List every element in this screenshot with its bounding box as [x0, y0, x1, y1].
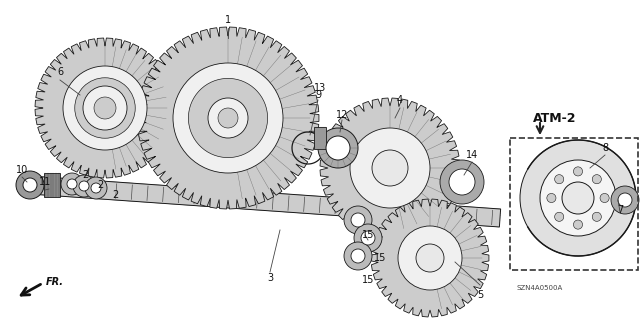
Bar: [44, 173, 60, 197]
Circle shape: [73, 175, 95, 197]
Circle shape: [354, 224, 382, 252]
Circle shape: [592, 174, 602, 184]
Circle shape: [208, 98, 248, 138]
Text: ATM-2: ATM-2: [533, 112, 577, 124]
Text: 11: 11: [39, 177, 51, 187]
Circle shape: [562, 182, 594, 214]
Text: 13: 13: [314, 83, 326, 93]
Circle shape: [218, 108, 238, 128]
Text: 1: 1: [225, 15, 231, 25]
Polygon shape: [29, 176, 500, 227]
Text: 8: 8: [602, 143, 608, 153]
Polygon shape: [320, 98, 460, 238]
Text: 9: 9: [315, 90, 321, 100]
Text: 14: 14: [466, 150, 478, 160]
Text: 5: 5: [477, 290, 483, 300]
Circle shape: [618, 193, 632, 207]
Circle shape: [573, 220, 582, 229]
Circle shape: [555, 212, 564, 221]
Circle shape: [318, 128, 358, 168]
Circle shape: [67, 179, 77, 189]
Circle shape: [540, 160, 616, 236]
Circle shape: [344, 242, 372, 270]
Polygon shape: [35, 38, 175, 178]
Text: 15: 15: [374, 253, 386, 263]
Polygon shape: [137, 27, 319, 209]
Circle shape: [63, 66, 147, 150]
Circle shape: [350, 128, 430, 208]
Bar: [314, 127, 326, 149]
Circle shape: [440, 160, 484, 204]
Text: 3: 3: [267, 273, 273, 283]
Circle shape: [449, 169, 475, 195]
Circle shape: [344, 206, 372, 234]
Circle shape: [573, 167, 582, 176]
Circle shape: [555, 174, 564, 184]
Circle shape: [188, 78, 268, 158]
Circle shape: [16, 171, 44, 199]
Text: SZN4A0500A: SZN4A0500A: [517, 285, 563, 291]
Text: 7: 7: [617, 205, 623, 215]
Circle shape: [611, 186, 639, 214]
Circle shape: [75, 78, 135, 138]
Circle shape: [520, 140, 636, 256]
Circle shape: [547, 193, 556, 203]
Text: 2: 2: [82, 170, 88, 180]
Text: 10: 10: [16, 165, 28, 175]
Circle shape: [398, 226, 462, 290]
Circle shape: [351, 249, 365, 263]
Circle shape: [91, 183, 101, 193]
Circle shape: [361, 231, 375, 245]
Text: 15: 15: [362, 275, 374, 285]
Circle shape: [79, 181, 89, 191]
Text: FR.: FR.: [46, 277, 64, 287]
Circle shape: [85, 177, 107, 199]
Circle shape: [372, 150, 408, 186]
Circle shape: [351, 213, 365, 227]
Circle shape: [326, 136, 350, 160]
Circle shape: [23, 178, 37, 192]
Text: 2: 2: [97, 180, 103, 190]
Text: 6: 6: [57, 67, 63, 77]
Text: 4: 4: [397, 95, 403, 105]
Circle shape: [592, 212, 602, 221]
Circle shape: [416, 244, 444, 272]
Text: 15: 15: [362, 230, 374, 240]
Text: 2: 2: [112, 190, 118, 200]
Bar: [510, 138, 638, 270]
Circle shape: [600, 193, 609, 203]
Polygon shape: [371, 199, 489, 317]
Circle shape: [173, 63, 283, 173]
Circle shape: [83, 86, 127, 130]
Text: 12: 12: [336, 110, 348, 120]
Circle shape: [94, 97, 116, 119]
Circle shape: [61, 173, 83, 195]
